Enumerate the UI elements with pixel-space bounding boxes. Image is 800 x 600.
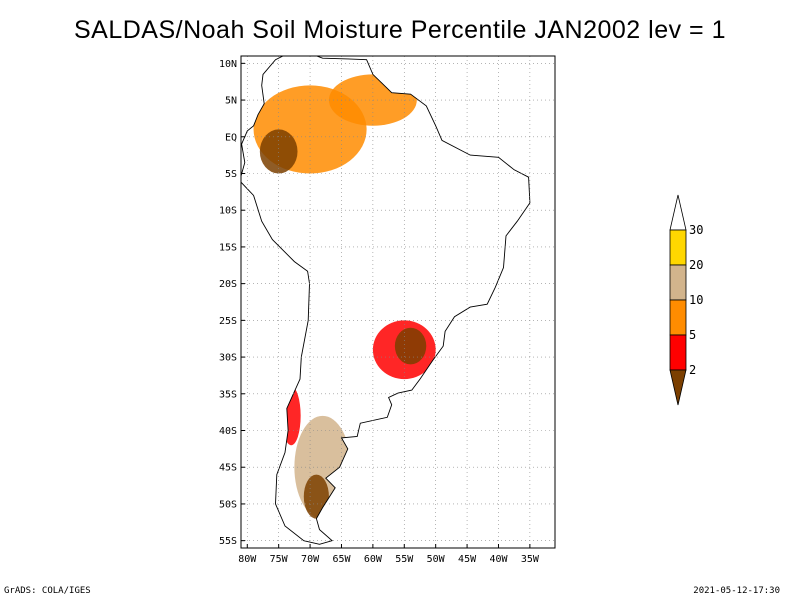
dry-region-ecuador-peru-core <box>259 129 298 174</box>
colorbar-under-triangle <box>669 369 687 406</box>
y-tick-label: 50S <box>219 499 237 510</box>
y-tick-label: 30S <box>219 353 237 364</box>
colorbar-label: 5 <box>689 328 696 342</box>
continent-outline <box>241 56 531 545</box>
x-tick-label: 40W <box>489 554 508 565</box>
dry-region-central-chile <box>281 386 301 446</box>
map-title: SALDAS/Noah Soil Moisture Percentile JAN… <box>73 16 726 44</box>
y-tick-label: EQ <box>225 132 237 143</box>
gridlines <box>241 56 555 548</box>
y-tick-label: 35S <box>219 389 237 400</box>
y-tick-label: 55S <box>219 536 237 547</box>
y-tick-label: 10S <box>219 206 237 217</box>
y-tick-label: 45S <box>219 463 237 474</box>
dry-region-southern-patagonia-core <box>303 474 329 519</box>
map-frame <box>240 55 556 549</box>
x-tick-label: 55W <box>395 554 414 565</box>
colorbar-segment <box>669 334 687 371</box>
y-tick-label: 5S <box>225 169 237 180</box>
colorbar-label: 10 <box>689 293 703 307</box>
colorbar-segment <box>669 299 687 336</box>
x-tick-label: 65W <box>332 554 351 565</box>
colorbar-over-triangle <box>669 194 687 231</box>
x-tick-label: 70W <box>301 554 320 565</box>
y-tick-label: 20S <box>219 279 237 290</box>
y-tick-label: 15S <box>219 242 237 253</box>
colorbar-segment <box>669 229 687 266</box>
y-tick-label: 10N <box>219 59 237 70</box>
x-tick-label: 60W <box>364 554 383 565</box>
x-tick-label: 45W <box>458 554 477 565</box>
x-tick-label: 35W <box>521 554 540 565</box>
map-content <box>241 56 555 548</box>
x-tick-label: 80W <box>238 554 257 565</box>
colorbar-segment <box>669 264 687 301</box>
y-tick-label: 25S <box>219 316 237 327</box>
timestamp: 2021-05-12-17:30 <box>693 586 780 596</box>
dry-soil-shading <box>253 74 436 519</box>
colorbar-label: 30 <box>689 223 703 237</box>
y-tick-label: 5N <box>225 96 237 107</box>
x-tick-label: 50W <box>427 554 446 565</box>
tick-marks <box>241 62 531 548</box>
y-tick-label: 40S <box>219 426 237 437</box>
colorbar-label: 20 <box>689 258 703 272</box>
colorbar-label: 2 <box>689 363 696 377</box>
dry-region-southern-brazil-core <box>394 327 427 365</box>
grads-credit: GrADS: COLA/IGES <box>4 586 91 596</box>
colorbar: 30 20 10 5 2 <box>669 194 703 406</box>
x-tick-label: 75W <box>270 554 289 565</box>
